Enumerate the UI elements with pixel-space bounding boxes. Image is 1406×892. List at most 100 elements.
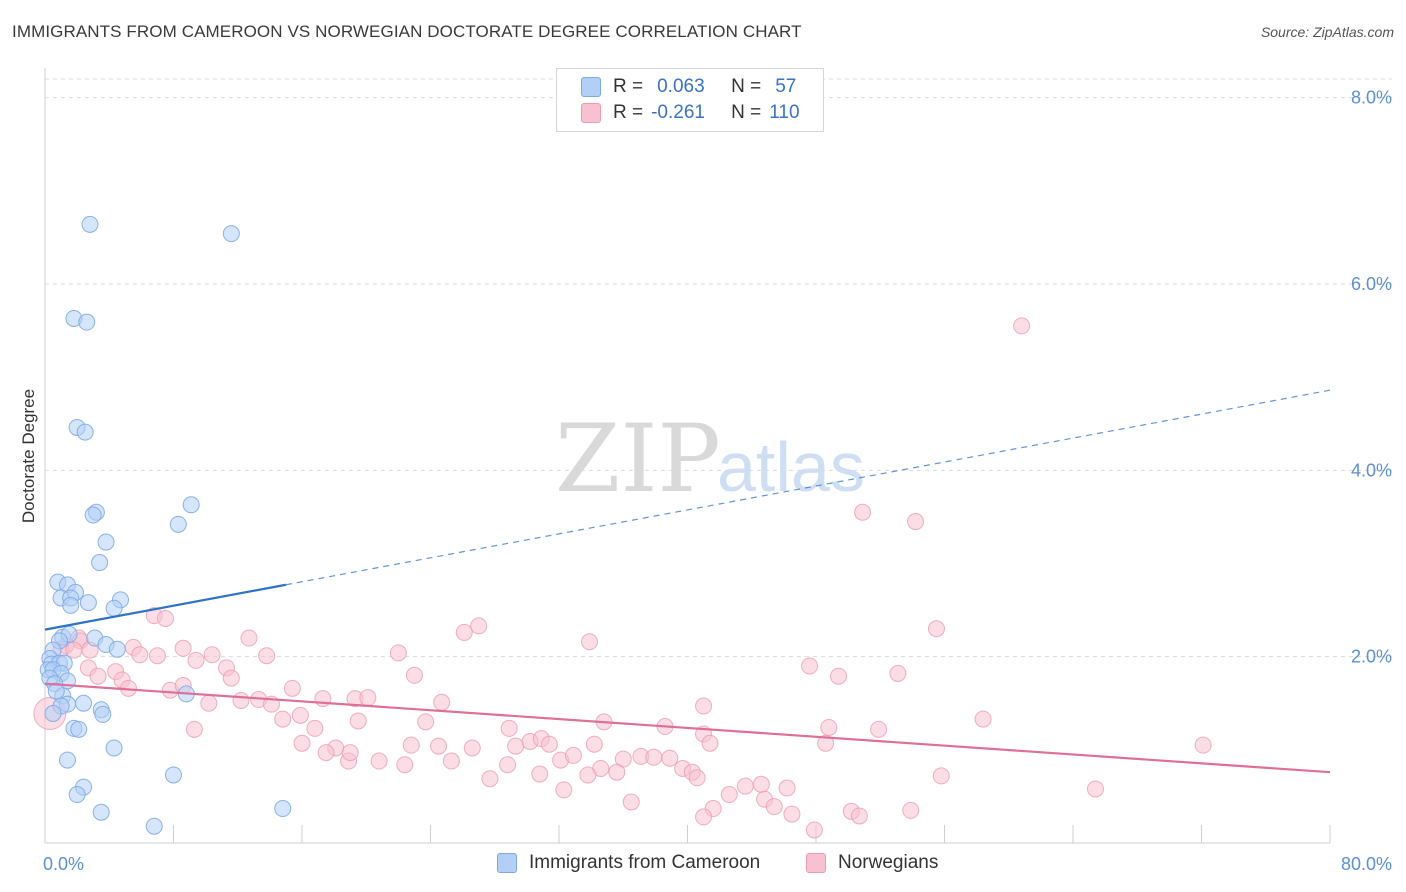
- point-norwegians: [581, 633, 599, 651]
- point-norwegians: [752, 775, 770, 793]
- point-norwegians: [455, 623, 473, 641]
- legend-n-value-cameroon: 57: [775, 76, 797, 97]
- point-norwegians: [470, 617, 488, 635]
- trend-lines: [44, 389, 1331, 774]
- point-norwegians: [695, 808, 713, 826]
- point-cameroon: [92, 803, 110, 821]
- legend-swatch-cameroon: [581, 77, 601, 97]
- point-norwegians: [608, 763, 626, 781]
- bottom-legend-label-norwegians: Norwegians: [838, 852, 939, 873]
- point-norwegians: [463, 739, 481, 757]
- point-norwegians: [695, 697, 713, 715]
- watermark-atlas: atlas: [717, 428, 865, 506]
- watermark-zip: ZIP: [555, 405, 721, 514]
- point-norwegians: [500, 719, 518, 737]
- point-cameroon: [169, 515, 187, 533]
- point-norwegians: [585, 735, 603, 753]
- bottom-legend-cameroon: Immigrants from Cameroon: [497, 852, 760, 874]
- point-norwegians: [200, 694, 218, 712]
- y-tick-label: 6.0%: [1351, 274, 1392, 294]
- legend-swatch-norwegians: [581, 103, 601, 123]
- point-norwegians: [688, 769, 706, 787]
- point-norwegians: [442, 752, 460, 770]
- point-norwegians: [156, 609, 174, 627]
- point-norwegians: [974, 710, 992, 728]
- point-norwegians: [283, 679, 301, 697]
- point-norwegians: [622, 793, 640, 811]
- y-tick-label: 4.0%: [1351, 460, 1392, 480]
- point-cameroon: [182, 496, 200, 514]
- point-norwegians: [370, 752, 388, 770]
- point-norwegians: [389, 644, 407, 662]
- point-cameroon: [274, 800, 292, 818]
- cameroon-points: [39, 215, 292, 835]
- point-cameroon: [62, 596, 80, 614]
- point-norwegians: [232, 691, 250, 709]
- point-cameroon: [58, 751, 76, 769]
- legend-r-value-norwegians: -0.261: [651, 102, 705, 123]
- point-cameroon: [47, 682, 65, 700]
- legend-row-cameroon: R = 0.063 N = 57: [557, 75, 796, 99]
- point-cameroon: [145, 817, 163, 835]
- point-cameroon: [222, 225, 240, 243]
- x-tick-label: 0.0%: [43, 854, 84, 874]
- point-norwegians: [430, 737, 448, 755]
- point-norwegians: [1013, 317, 1031, 335]
- point-norwegians: [131, 646, 149, 664]
- point-cameroon: [105, 739, 123, 757]
- point-norwegians: [274, 710, 292, 728]
- point-cameroon: [68, 786, 86, 804]
- point-norwegians: [405, 666, 423, 684]
- point-norwegians: [564, 746, 582, 764]
- point-norwegians: [850, 807, 868, 825]
- trend-line-norwegians: [44, 682, 1331, 774]
- point-norwegians: [902, 801, 920, 819]
- y-axis-title: Doctorate Degree: [19, 389, 38, 523]
- chart-title: IMMIGRANTS FROM CAMEROON VS NORWEGIAN DO…: [12, 22, 802, 41]
- point-cameroon: [108, 640, 126, 658]
- point-norwegians: [720, 786, 738, 804]
- point-norwegians: [579, 766, 597, 784]
- point-norwegians: [187, 651, 205, 669]
- point-norwegians: [349, 712, 367, 730]
- point-norwegians: [870, 720, 888, 738]
- point-norwegians: [801, 657, 819, 675]
- x-tick-label: 80.0%: [1341, 854, 1392, 874]
- point-norwegians: [240, 629, 258, 647]
- point-norwegians: [555, 781, 573, 799]
- bottom-legend-swatch-cameroon: [497, 853, 517, 873]
- point-cameroon: [75, 694, 93, 712]
- point-norwegians: [341, 744, 359, 762]
- point-norwegians: [499, 756, 517, 774]
- trend-line-cameroon: [44, 583, 287, 631]
- point-norwegians: [783, 805, 801, 823]
- point-norwegians: [89, 667, 107, 685]
- legend-n-label: N =: [731, 102, 762, 123]
- point-norwegians: [932, 767, 950, 785]
- point-cameroon: [165, 766, 182, 784]
- point-norwegians: [481, 770, 499, 788]
- point-cameroon: [84, 506, 102, 524]
- y-tick-label: 8.0%: [1351, 88, 1392, 108]
- point-norwegians: [222, 669, 240, 687]
- legend-n-value-norwegians: 110: [769, 102, 800, 123]
- point-norwegians: [805, 821, 823, 839]
- point-norwegians: [306, 719, 324, 737]
- point-norwegians: [778, 779, 796, 797]
- point-norwegians: [203, 646, 221, 664]
- point-cameroon: [91, 554, 109, 572]
- point-cameroon: [76, 423, 94, 441]
- point-cameroon: [70, 720, 88, 738]
- point-norwegians: [820, 718, 838, 736]
- point-norwegians: [317, 744, 335, 762]
- point-norwegians: [765, 798, 783, 816]
- watermark: ZIP atlas: [555, 405, 865, 514]
- point-cameroon: [81, 215, 99, 233]
- point-norwegians: [1086, 780, 1104, 798]
- point-cameroon: [97, 533, 115, 551]
- point-norwegians: [293, 734, 311, 752]
- bottom-legend-swatch-norwegians: [806, 853, 826, 873]
- norwegians-points: [33, 317, 1212, 839]
- legend-row-norwegians: R = -0.261 N = 110: [557, 101, 800, 125]
